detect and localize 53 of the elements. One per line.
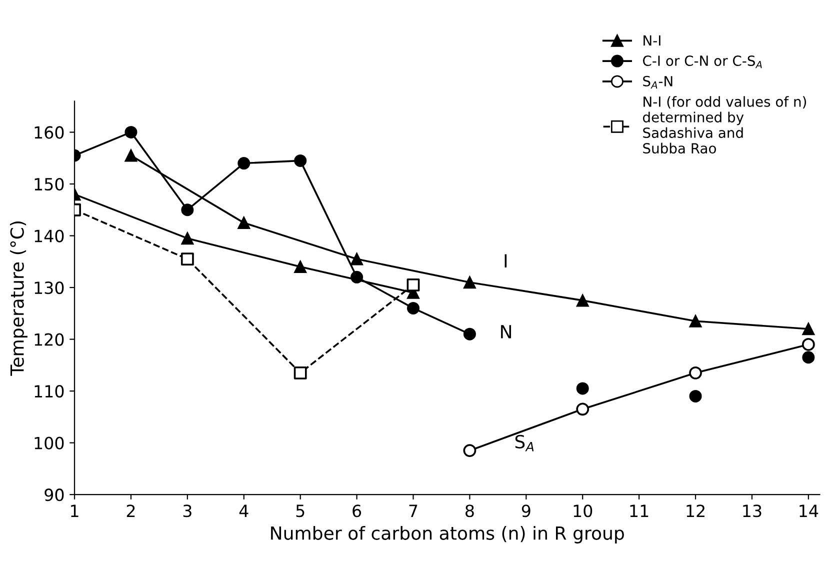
y-tick-label: 110 [34,384,64,398]
point [406,302,420,314]
legend-label: N-I (for odd values of n) determined by Sadashiva and Subba Rao [642,96,806,154]
x-tick-label: 14 [800,504,818,517]
point [802,322,815,336]
y-tick-label: 150 [34,178,64,191]
y-tick-label: 90 [44,488,64,502]
x-axis-title: Number of carbon atoms (n) in R group [271,526,624,544]
x-tick-label: 9 [522,504,530,518]
x-tick-label: 8 [466,504,474,518]
point [238,216,250,230]
annotation: S$_{A}$ [515,434,534,452]
point [180,252,194,266]
point [181,204,194,216]
x-tick-label: 6 [352,504,362,518]
point [124,126,138,138]
point [294,366,307,380]
point [406,278,420,292]
y-tick-label: 140 [34,230,64,242]
x-tick-label: 11 [630,504,648,517]
point [689,390,702,402]
point [576,382,589,395]
y-tick-label: 100 [34,436,64,450]
annotation: N [501,325,512,338]
point [463,276,476,289]
point [294,260,307,274]
y-axis-title: Temperature (°C) [10,222,28,376]
annotation: I [504,254,507,268]
x-tick-label: 5 [296,504,304,518]
point [124,149,138,162]
x-tick-label: 4 [239,504,248,517]
y-tick-label: 120 [34,333,64,346]
x-tick-label: 10 [574,504,592,518]
point [576,294,589,307]
point [689,314,702,328]
x-tick-label: 7 [409,504,418,517]
y-tick-label: 160 [34,126,64,139]
x-tick-label: 1 [71,504,78,517]
point [238,157,250,170]
point [802,351,815,364]
x-tick-label: 3 [183,504,192,518]
legend-label: C-I or C-N or C-S$_{A}$ [643,56,762,68]
point [350,252,364,266]
y-tick-label: 130 [34,281,64,294]
legend-label: S$_{A}$-N [643,76,672,88]
x-tick-label: 13 [743,504,762,518]
point [350,270,364,284]
legend-label: N-I [644,35,660,46]
point [463,328,476,340]
point [294,154,307,167]
point [181,232,194,245]
x-tick-label: 2 [126,504,135,517]
x-tick-label: 12 [686,504,704,517]
